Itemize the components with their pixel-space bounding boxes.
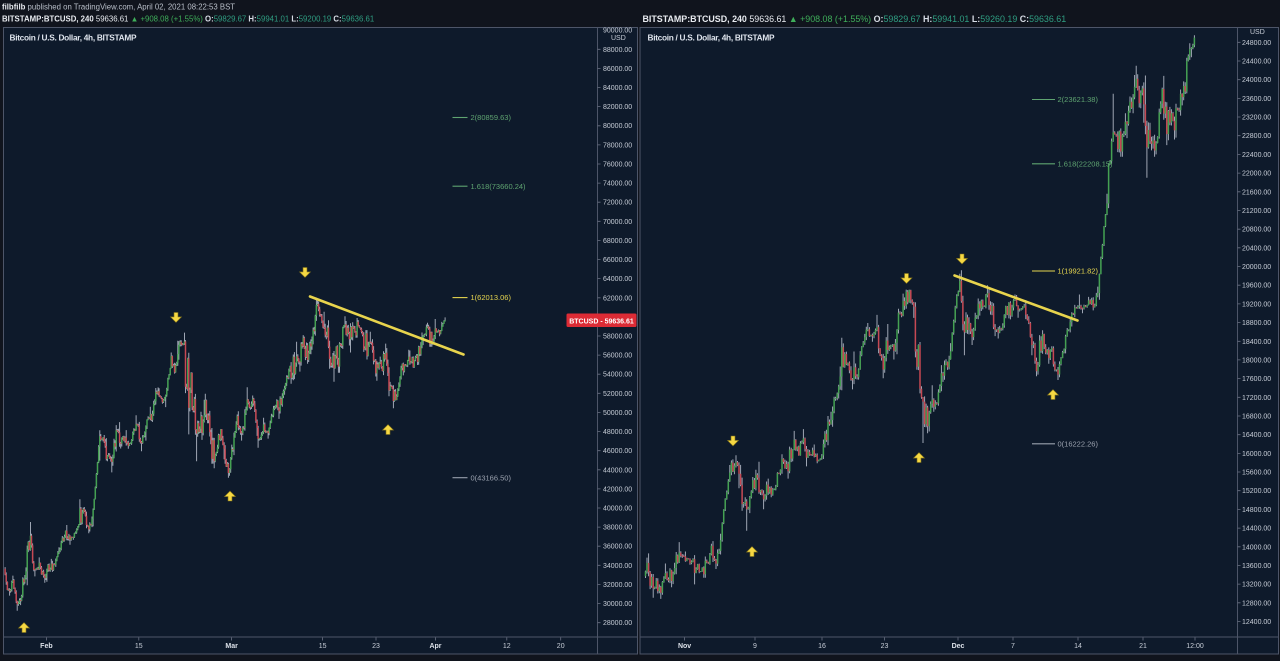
svg-text:16: 16 (818, 643, 826, 650)
svg-text:1(19921.82): 1(19921.82) (1058, 267, 1099, 276)
svg-text:9: 9 (753, 643, 757, 650)
svg-text:66000.00: 66000.00 (603, 257, 632, 264)
svg-text:34000.00: 34000.00 (603, 563, 632, 570)
svg-text:30000.00: 30000.00 (603, 601, 632, 608)
svg-text:18400.00: 18400.00 (1242, 339, 1271, 346)
svg-text:84000.00: 84000.00 (603, 85, 632, 92)
svg-text:62000.00: 62000.00 (603, 295, 632, 302)
svg-text:12:00: 12:00 (1186, 643, 1204, 650)
svg-text:17200.00: 17200.00 (1242, 395, 1271, 402)
svg-text:15600.00: 15600.00 (1242, 470, 1271, 477)
svg-text:20800.00: 20800.00 (1242, 227, 1271, 234)
svg-text:13200.00: 13200.00 (1242, 582, 1271, 589)
svg-text:74000.00: 74000.00 (603, 181, 632, 188)
svg-text:14: 14 (1074, 643, 1082, 650)
svg-text:24800.00: 24800.00 (1242, 40, 1271, 47)
svg-text:15: 15 (319, 643, 327, 650)
svg-text:22400.00: 22400.00 (1242, 152, 1271, 159)
svg-text:22000.00: 22000.00 (1242, 171, 1271, 178)
svg-text:23: 23 (372, 643, 380, 650)
svg-text:54000.00: 54000.00 (603, 372, 632, 379)
svg-text:2(23621.38): 2(23621.38) (1058, 95, 1099, 104)
svg-text:24400.00: 24400.00 (1242, 59, 1271, 66)
svg-text:88000.00: 88000.00 (603, 47, 632, 54)
svg-text:USD: USD (1250, 29, 1265, 36)
svg-text:12800.00: 12800.00 (1242, 600, 1271, 607)
svg-text:USD: USD (611, 35, 626, 42)
svg-text:72000.00: 72000.00 (603, 200, 632, 207)
svg-text:36000.00: 36000.00 (603, 544, 632, 551)
svg-text:1(62013.06): 1(62013.06) (471, 293, 512, 302)
svg-text:Nov: Nov (678, 643, 691, 650)
svg-text:16000.00: 16000.00 (1242, 451, 1271, 458)
svg-text:24000.00: 24000.00 (1242, 77, 1271, 84)
svg-text:16400.00: 16400.00 (1242, 432, 1271, 439)
svg-text:12400.00: 12400.00 (1242, 619, 1271, 626)
svg-text:32000.00: 32000.00 (603, 582, 632, 589)
svg-text:17600.00: 17600.00 (1242, 376, 1271, 383)
svg-text:40000.00: 40000.00 (603, 506, 632, 513)
svg-text:2(80859.63): 2(80859.63) (471, 113, 512, 122)
svg-text:16800.00: 16800.00 (1242, 414, 1271, 421)
svg-text:Apr: Apr (429, 643, 441, 650)
svg-text:1.618(73660.24): 1.618(73660.24) (471, 182, 527, 191)
svg-text:7: 7 (1011, 643, 1015, 650)
svg-text:22800.00: 22800.00 (1242, 133, 1271, 140)
svg-text:50000.00: 50000.00 (603, 410, 632, 417)
svg-text:70000.00: 70000.00 (603, 219, 632, 226)
svg-text:23600.00: 23600.00 (1242, 96, 1271, 103)
svg-text:38000.00: 38000.00 (603, 525, 632, 532)
svg-text:82000.00: 82000.00 (603, 104, 632, 111)
svg-text:13600.00: 13600.00 (1242, 563, 1271, 570)
svg-text:21600.00: 21600.00 (1242, 189, 1271, 196)
svg-text:15200.00: 15200.00 (1242, 488, 1271, 495)
svg-text:90000.00: 90000.00 (603, 28, 632, 35)
svg-text:BTCUSD - 59636.61: BTCUSD - 59636.61 (569, 318, 634, 325)
svg-text:BITSTAMP:BTCUSD, 240 59636.61: BITSTAMP:BTCUSD, 240 59636.61 ▲ +908.08 … (2, 15, 374, 24)
svg-text:Bitcoin / U.S. Dollar, 4h, BIT: Bitcoin / U.S. Dollar, 4h, BITSTAMP (10, 33, 137, 43)
svg-text:80000.00: 80000.00 (603, 123, 632, 130)
svg-text:0(43166.50): 0(43166.50) (471, 473, 512, 482)
svg-text:14000.00: 14000.00 (1242, 544, 1271, 551)
svg-text:0(16222.26): 0(16222.26) (1058, 439, 1099, 448)
svg-text:23: 23 (881, 643, 889, 650)
svg-text:58000.00: 58000.00 (603, 334, 632, 341)
svg-text:23200.00: 23200.00 (1242, 115, 1271, 122)
svg-text:52000.00: 52000.00 (603, 391, 632, 398)
svg-text:1.618(22208.15): 1.618(22208.15) (1058, 159, 1114, 168)
svg-text:78000.00: 78000.00 (603, 142, 632, 149)
svg-text:86000.00: 86000.00 (603, 66, 632, 73)
svg-text:14400.00: 14400.00 (1242, 526, 1271, 533)
svg-text:48000.00: 48000.00 (603, 429, 632, 436)
svg-text:68000.00: 68000.00 (603, 238, 632, 245)
svg-text:12: 12 (503, 643, 511, 650)
svg-text:Mar: Mar (225, 643, 238, 650)
svg-text:19600.00: 19600.00 (1242, 283, 1271, 290)
svg-text:20400.00: 20400.00 (1242, 245, 1271, 252)
svg-text:21: 21 (1139, 643, 1147, 650)
svg-text:18800.00: 18800.00 (1242, 320, 1271, 327)
svg-text:64000.00: 64000.00 (603, 276, 632, 283)
svg-text:15: 15 (135, 643, 143, 650)
svg-text:44000.00: 44000.00 (603, 467, 632, 474)
svg-text:20: 20 (557, 643, 565, 650)
svg-text:21200.00: 21200.00 (1242, 208, 1271, 215)
svg-text:42000.00: 42000.00 (603, 486, 632, 493)
svg-text:28000.00: 28000.00 (603, 620, 632, 627)
svg-text:Bitcoin / U.S. Dollar, 4h, BIT: Bitcoin / U.S. Dollar, 4h, BITSTAMP (648, 33, 775, 43)
svg-text:14800.00: 14800.00 (1242, 507, 1271, 514)
svg-text:BITSTAMP:BTCUSD, 240 59636.61: BITSTAMP:BTCUSD, 240 59636.61 ▲ +908.08 … (643, 14, 1067, 24)
svg-text:filbfilb published on TradingV: filbfilb published on TradingView.com, A… (2, 3, 235, 12)
svg-text:19200.00: 19200.00 (1242, 301, 1271, 308)
svg-text:56000.00: 56000.00 (603, 353, 632, 360)
svg-text:76000.00: 76000.00 (603, 162, 632, 169)
svg-text:Dec: Dec (952, 643, 965, 650)
svg-text:20000.00: 20000.00 (1242, 264, 1271, 271)
svg-text:Feb: Feb (40, 643, 52, 650)
svg-text:46000.00: 46000.00 (603, 448, 632, 455)
svg-text:18000.00: 18000.00 (1242, 357, 1271, 364)
